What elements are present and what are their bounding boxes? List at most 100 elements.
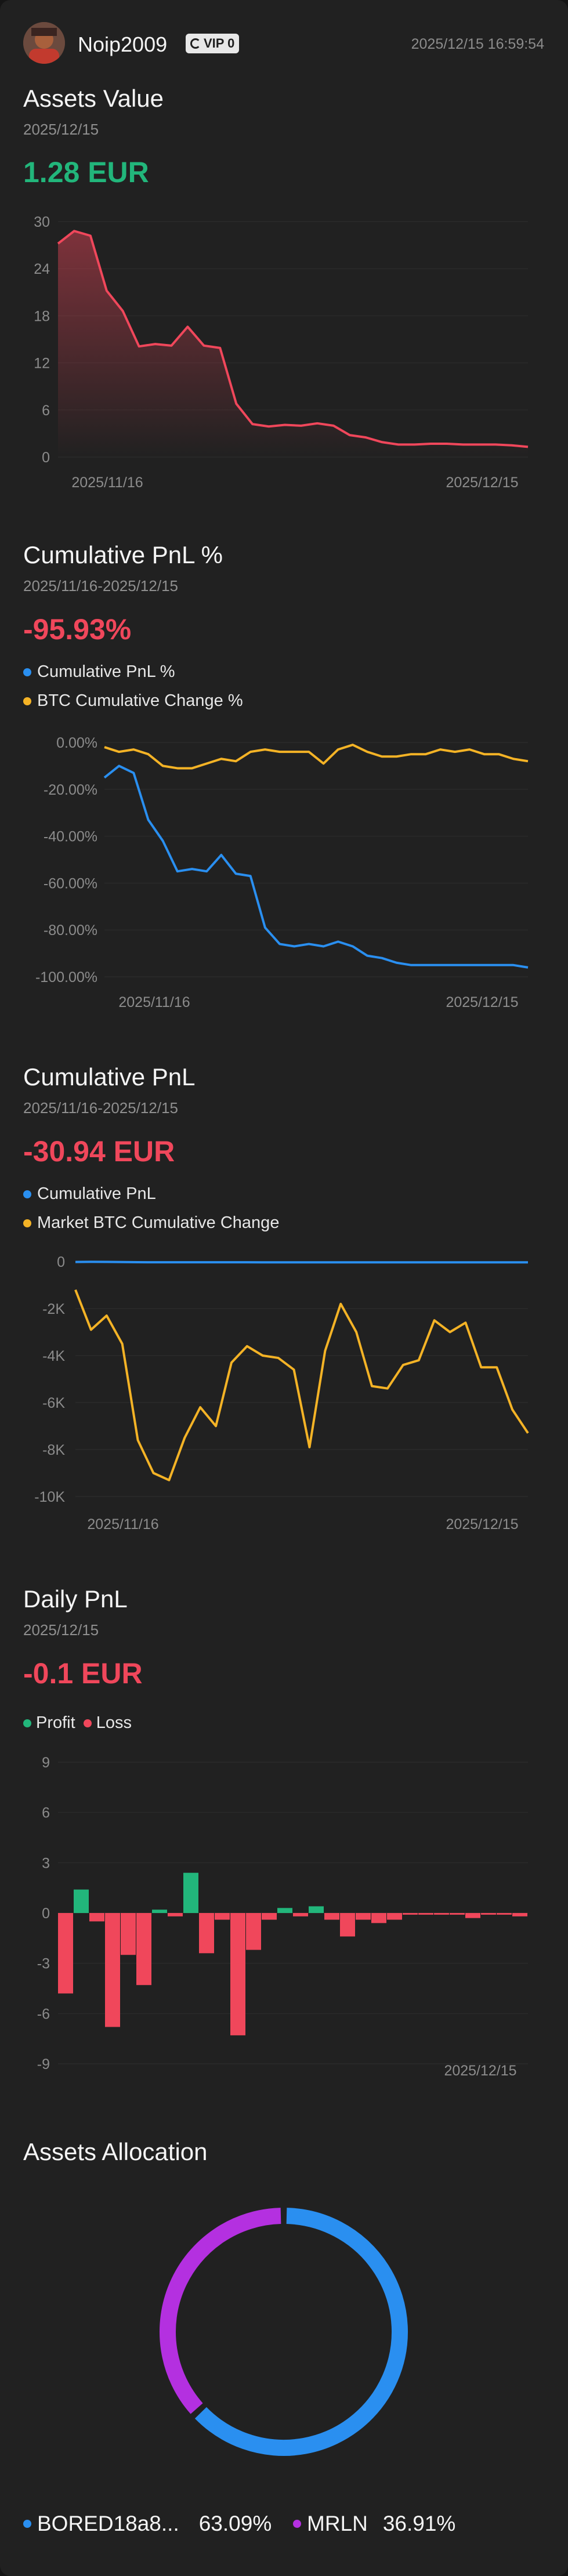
loss-bar — [136, 1913, 151, 1986]
avatar-image — [23, 22, 65, 64]
x-tick-label: 2025/12/15 — [446, 994, 518, 1010]
series-line — [103, 765, 529, 969]
cum-pnl-pct-title: Cumulative PnL % — [23, 541, 223, 568]
y-tick-label: -3 — [37, 1956, 50, 1972]
loss-bar — [512, 1913, 527, 1916]
daily-pnl-legend: Profit Loss — [23, 1713, 132, 1733]
legend-label: Cumulative PnL — [37, 1184, 156, 1203]
loss-bar — [215, 1913, 230, 1920]
y-tick-label: -8K — [42, 1442, 65, 1458]
y-tick-label: 0 — [42, 1905, 50, 1922]
series-line — [104, 744, 529, 770]
series-line — [74, 1289, 529, 1481]
cum-pnl-pct-chart[interactable]: 0.00% -20.00% -40.00% -60.00% -80.00% -100.00… — [0, 725, 568, 1021]
legend-label: Market BTC Cumulative Change — [37, 1213, 280, 1232]
area-line — [57, 230, 529, 448]
loss-bar — [89, 1913, 104, 1922]
loss-bar — [168, 1913, 183, 1916]
assets-value-amount: 1.28 EUR — [23, 156, 149, 189]
area-fill — [58, 231, 528, 457]
username: Noip2009 — [78, 32, 168, 56]
donut-slice — [160, 2208, 281, 2414]
allocation-pct: 36.91% — [382, 2512, 456, 2535]
allocation-legend-item-2: MRLN 36.91% — [293, 2512, 455, 2536]
legend-dot-blue-icon — [23, 668, 31, 676]
loss-bar — [387, 1913, 402, 1920]
legend-label-loss: Loss — [96, 1713, 132, 1732]
donut-slice — [194, 2208, 408, 2456]
loss-bar — [497, 1913, 512, 1915]
daily-pnl-chart[interactable]: 9 6 3 0 -3 -6 -9 2025/12/15 — [0, 1746, 568, 2088]
legend-label-profit: Profit — [36, 1713, 75, 1732]
y-tick-label: 9 — [42, 1755, 50, 1771]
y-tick-label: 18 — [34, 308, 50, 324]
loss-bar — [58, 1913, 73, 1994]
assets-value-chart[interactable]: 30 24 18 12 6 0 2025/11/16 2025/12/15 — [0, 209, 568, 493]
y-tick-label: 6 — [42, 1805, 50, 1821]
legend-label: BTC Cumulative Change % — [37, 691, 243, 710]
x-tick-label: 2025/11/16 — [87, 1516, 158, 1532]
loss-bar — [199, 1913, 214, 1954]
profit-bar — [152, 1910, 167, 1913]
x-tick-label: 2025/11/16 — [118, 994, 190, 1010]
loss-bar — [105, 1913, 120, 2027]
loss-bar — [293, 1913, 308, 1916]
allocation-dot-blue-icon — [23, 2520, 31, 2528]
allocation-dot-purple-icon — [293, 2520, 301, 2528]
allocation-label: MRLN — [307, 2512, 368, 2535]
profit-bar — [277, 1908, 292, 1913]
legend-dot-green-icon — [23, 1719, 31, 1727]
loss-bar — [356, 1913, 371, 1920]
legend-label: Cumulative PnL % — [37, 662, 175, 681]
daily-pnl-title: Daily PnL — [23, 1585, 128, 1613]
vip-badge: VIP 0 — [186, 34, 240, 53]
loss-bar — [324, 1913, 339, 1920]
y-tick-label: 24 — [34, 261, 50, 277]
x-tick-label: 2025/12/15 — [446, 1516, 518, 1532]
y-tick-label: 0.00% — [56, 735, 97, 751]
y-tick-label: 12 — [34, 356, 50, 372]
profit-bar — [309, 1906, 324, 1913]
allocation-label: BORED18a8... — [37, 2512, 179, 2535]
x-tick-label: 2025/12/15 — [446, 474, 518, 491]
cum-pnl-chart[interactable]: 0 -2K -4K -6K -8K -10K 2025/11/16 2025/12/15 — [0, 1247, 568, 1543]
loss-bar — [465, 1913, 480, 1918]
legend-item-btc-pct: BTC Cumulative Change % — [23, 691, 243, 711]
y-tick-label: -80.00% — [44, 922, 97, 939]
assets-value-title: Assets Value — [23, 85, 164, 112]
vip-icon — [190, 38, 201, 49]
legend-item-pnl: Cumulative PnL — [23, 1184, 156, 1204]
legend-dot-yellow-icon — [23, 1219, 31, 1227]
y-tick-label: -9 — [37, 2056, 50, 2073]
profit-bar — [183, 1872, 198, 1913]
avatar[interactable] — [23, 22, 65, 64]
cum-pnl-pct-value: -95.93% — [23, 613, 132, 646]
loss-bar — [246, 1913, 261, 1950]
y-tick-label: -6 — [37, 2006, 50, 2022]
loss-bar — [450, 1913, 465, 1915]
legend-item-btc: Market BTC Cumulative Change — [23, 1213, 279, 1233]
legend-dot-yellow-icon — [23, 697, 31, 705]
cum-pnl-title: Cumulative PnL — [23, 1063, 196, 1090]
y-tick-label: 3 — [42, 1855, 50, 1871]
loss-bar — [434, 1913, 449, 1915]
y-tick-label: -6K — [42, 1395, 65, 1411]
daily-pnl-date: 2025/12/15 — [23, 1621, 99, 1639]
allocation-legend-item-1: BORED18a8... 63.09% — [23, 2512, 272, 2536]
y-tick-label: -10K — [34, 1489, 65, 1505]
allocation-donut-chart[interactable] — [0, 2193, 568, 2471]
user-header: Noip2009 VIP 0 2025/12/15 16:59:54 — [23, 22, 545, 68]
y-tick-label: -100.00% — [35, 969, 97, 986]
y-tick-label: -60.00% — [44, 875, 97, 892]
legend-item-pnl-pct: Cumulative PnL % — [23, 662, 175, 682]
loss-bar — [340, 1913, 355, 1937]
loss-bar — [371, 1913, 386, 1923]
y-tick-label: 6 — [42, 403, 50, 419]
loss-bar — [418, 1913, 433, 1915]
loss-bar — [230, 1913, 245, 2035]
loss-bar — [121, 1913, 136, 1955]
cum-pnl-date: 2025/11/16-2025/12/15 — [23, 1099, 178, 1117]
loss-bar — [481, 1913, 496, 1915]
y-tick-label: -2K — [42, 1301, 65, 1317]
